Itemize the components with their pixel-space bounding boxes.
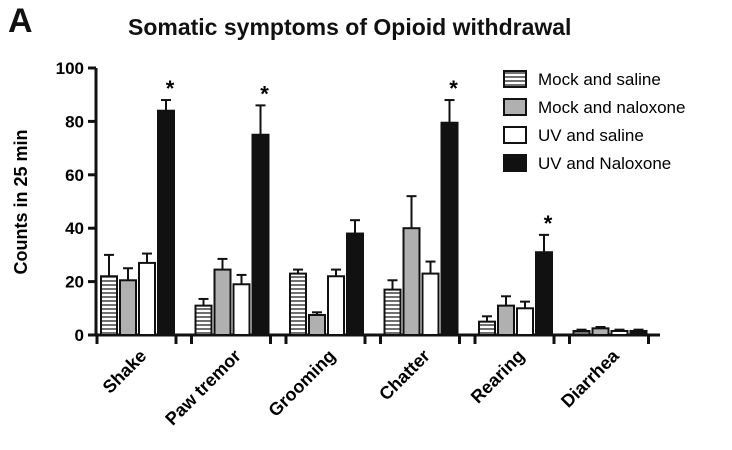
x-tick-label: Grooming xyxy=(264,346,339,421)
bar xyxy=(610,329,629,336)
bar xyxy=(327,275,345,337)
bar xyxy=(213,268,232,336)
y-tick-label: 80 xyxy=(65,112,84,131)
y-tick-label: 0 xyxy=(75,326,84,345)
bar xyxy=(119,279,137,337)
panel-label: A xyxy=(8,2,33,40)
x-tick-label: Paw tremor xyxy=(161,346,244,429)
significance-marker: * xyxy=(449,76,458,101)
legend-swatch xyxy=(503,154,527,172)
bar xyxy=(100,275,118,337)
y-tick-label: 100 xyxy=(56,59,84,78)
bar xyxy=(289,272,307,336)
bar xyxy=(591,327,610,337)
x-tick-label: Rearing xyxy=(467,346,529,408)
y-tick-label: 60 xyxy=(65,166,84,185)
significance-marker: * xyxy=(260,81,269,106)
bar xyxy=(308,313,326,337)
significance-marker: * xyxy=(166,76,175,101)
y-axis-label: Counts in 25 min xyxy=(11,129,31,274)
bar xyxy=(497,304,515,337)
bar xyxy=(138,261,156,336)
legend-swatch xyxy=(503,126,527,144)
legend-label: UV and Naloxone xyxy=(538,154,671,173)
legend-swatch xyxy=(503,98,527,116)
bar xyxy=(383,288,402,336)
bar xyxy=(572,329,591,336)
bar xyxy=(232,283,251,336)
x-tick-label: Shake xyxy=(99,346,151,398)
x-tick-label: Diarrhea xyxy=(557,345,623,411)
legend-label: Mock and saline xyxy=(538,70,661,89)
bar xyxy=(194,304,213,337)
bar xyxy=(157,109,175,336)
bar xyxy=(516,307,534,336)
bar xyxy=(421,272,440,336)
y-tick-label: 40 xyxy=(65,219,84,238)
bar xyxy=(402,227,421,336)
bar xyxy=(629,329,648,336)
bar xyxy=(478,320,496,336)
bar xyxy=(440,121,459,336)
x-tick-label: Chatter xyxy=(375,346,434,405)
bar xyxy=(346,232,364,336)
legend-label: UV and saline xyxy=(538,126,644,145)
legend-label: Mock and naloxone xyxy=(538,98,685,117)
chart-title: Somatic symptoms of Opioid withdrawal xyxy=(128,14,572,40)
legend-swatch xyxy=(503,70,527,88)
bar xyxy=(535,251,553,336)
bar xyxy=(251,133,270,336)
y-tick-label: 20 xyxy=(65,273,84,292)
significance-marker: * xyxy=(544,211,553,236)
